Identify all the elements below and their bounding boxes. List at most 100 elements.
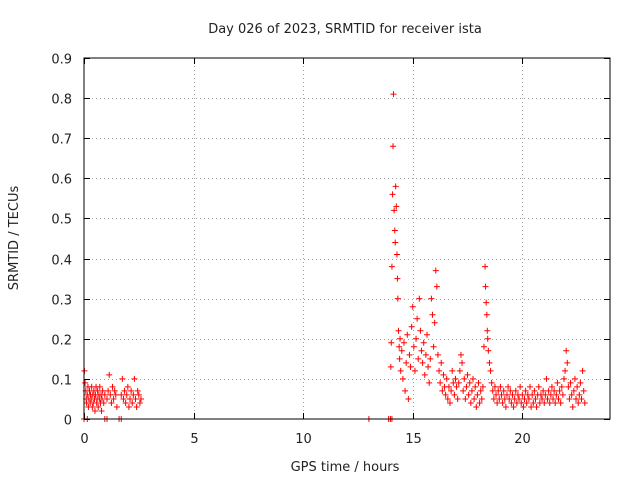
data-point bbox=[394, 275, 401, 282]
data-point bbox=[539, 395, 546, 402]
data-point bbox=[480, 343, 487, 350]
data-point bbox=[449, 367, 456, 374]
data-point bbox=[397, 335, 404, 342]
data-point bbox=[456, 367, 463, 374]
data-point bbox=[404, 331, 411, 338]
data-point bbox=[486, 359, 493, 366]
data-point bbox=[555, 395, 562, 402]
data-point bbox=[554, 379, 561, 386]
data-point bbox=[533, 403, 540, 410]
data-point bbox=[564, 359, 571, 366]
data-point bbox=[131, 375, 138, 382]
data-point bbox=[556, 387, 563, 394]
data-point bbox=[426, 379, 433, 386]
data-point bbox=[482, 263, 489, 270]
data-point bbox=[122, 399, 129, 406]
data-point bbox=[395, 327, 402, 334]
chart-title: Day 026 of 2023, SRMTID for receiver ist… bbox=[208, 22, 482, 37]
data-point bbox=[477, 387, 484, 394]
data-point bbox=[483, 311, 490, 318]
data-point bbox=[576, 391, 583, 398]
grid bbox=[84, 58, 610, 419]
y-tick-label: 0.1 bbox=[51, 374, 72, 389]
data-point bbox=[530, 399, 537, 406]
data-point bbox=[406, 351, 413, 358]
x-tick-label: 15 bbox=[405, 432, 422, 447]
data-point bbox=[532, 395, 539, 402]
data-point bbox=[542, 391, 549, 398]
data-point bbox=[490, 395, 497, 402]
data-point bbox=[577, 379, 584, 386]
data-point bbox=[432, 267, 439, 274]
data-point bbox=[548, 383, 555, 390]
y-tick-label: 0.9 bbox=[51, 53, 72, 68]
data-point bbox=[529, 391, 536, 398]
data-point bbox=[109, 383, 116, 390]
data-point bbox=[98, 395, 105, 402]
data-point bbox=[390, 91, 397, 98]
data-point bbox=[447, 399, 454, 406]
data-point bbox=[409, 303, 416, 310]
y-tick-label: 0 bbox=[64, 414, 72, 429]
data-point bbox=[506, 395, 513, 402]
data-point bbox=[507, 387, 514, 394]
data-point bbox=[396, 355, 403, 362]
data-point bbox=[82, 379, 89, 386]
data-point bbox=[411, 367, 418, 374]
data-point bbox=[134, 387, 141, 394]
data-point bbox=[471, 395, 478, 402]
data-point bbox=[547, 391, 554, 398]
x-tick-label: 20 bbox=[514, 432, 531, 447]
data-point bbox=[461, 375, 468, 382]
x-tick-label: 0 bbox=[80, 432, 88, 447]
data-point bbox=[483, 299, 490, 306]
data-point bbox=[509, 391, 516, 398]
data-point bbox=[531, 387, 538, 394]
data-point bbox=[414, 315, 421, 322]
data-point bbox=[502, 403, 509, 410]
data-point bbox=[106, 371, 113, 378]
data-point bbox=[487, 367, 494, 374]
data-point bbox=[563, 347, 570, 354]
data-point bbox=[552, 399, 559, 406]
data-point bbox=[400, 339, 407, 346]
data-point bbox=[429, 311, 436, 318]
data-point bbox=[475, 379, 482, 386]
data-point bbox=[423, 331, 430, 338]
data-point bbox=[390, 143, 397, 150]
data-point bbox=[457, 351, 464, 358]
data-point bbox=[396, 343, 403, 350]
data-point bbox=[392, 183, 399, 190]
data-point bbox=[410, 343, 417, 350]
data-point bbox=[107, 391, 114, 398]
data-point bbox=[479, 383, 486, 390]
data-point bbox=[455, 379, 462, 386]
data-point bbox=[535, 383, 542, 390]
data-point bbox=[493, 391, 500, 398]
data-point bbox=[565, 383, 572, 390]
data-point bbox=[421, 371, 428, 378]
data-point bbox=[470, 375, 477, 382]
data-point bbox=[443, 375, 450, 382]
data-point bbox=[581, 399, 588, 406]
data-point bbox=[104, 395, 111, 402]
data-point bbox=[528, 403, 535, 410]
data-point bbox=[120, 395, 127, 402]
data-point bbox=[510, 403, 517, 410]
data-point bbox=[566, 395, 573, 402]
data-point bbox=[574, 383, 581, 390]
data-point bbox=[100, 399, 107, 406]
data-point bbox=[393, 251, 400, 258]
data-point bbox=[135, 391, 142, 398]
data-point bbox=[391, 227, 398, 234]
y-tick-label: 0.4 bbox=[51, 254, 72, 269]
data-point bbox=[389, 191, 396, 198]
data-point bbox=[494, 399, 501, 406]
data-point bbox=[124, 383, 131, 390]
data-point bbox=[522, 387, 529, 394]
data-point bbox=[392, 239, 399, 246]
data-point bbox=[133, 403, 140, 410]
data-point bbox=[419, 359, 426, 366]
data-point bbox=[503, 391, 510, 398]
